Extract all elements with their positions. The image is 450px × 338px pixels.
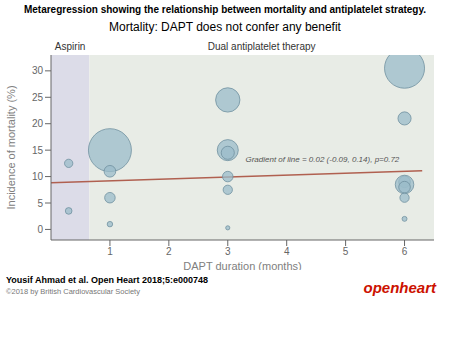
svg-text:Incidence of mortality (%): Incidence of mortality (%) bbox=[8, 85, 17, 209]
svg-text:30: 30 bbox=[32, 65, 44, 76]
svg-text:20: 20 bbox=[32, 118, 44, 129]
svg-text:6: 6 bbox=[402, 246, 408, 257]
svg-text:DAPT duration (months): DAPT duration (months) bbox=[183, 260, 301, 270]
html-text:Mortality: DAPT does not confe: Mortality: DAPT does not confer any bene… bbox=[109, 20, 341, 34]
svg-text:2: 2 bbox=[166, 246, 172, 257]
svg-text:3: 3 bbox=[225, 246, 231, 257]
svg-text:15: 15 bbox=[32, 145, 44, 156]
html-text:©2018 by British Cardiovascula: ©2018 by British Cardiovascular Society bbox=[6, 287, 140, 296]
svg-text:5: 5 bbox=[343, 246, 349, 257]
html-text:Metaregression showing the rel: Metaregression showing the relationship … bbox=[23, 4, 427, 15]
svg-text:25: 25 bbox=[32, 92, 44, 103]
svg-text:4: 4 bbox=[284, 246, 290, 257]
svg-text:1: 1 bbox=[107, 246, 113, 257]
svg-text:0: 0 bbox=[37, 224, 43, 235]
svg-text:Gradient of line = 0.02 (-0.09: Gradient of line = 0.02 (-0.09, 0.14), p… bbox=[245, 155, 399, 164]
svg-text:Dual antiplatelet therapy: Dual antiplatelet therapy bbox=[208, 41, 316, 52]
svg-text:5: 5 bbox=[37, 198, 43, 209]
html-text:openheart: openheart bbox=[363, 279, 436, 296]
svg-text:10: 10 bbox=[32, 171, 44, 182]
html-text:Yousif Ahmad et al. Open Heart: Yousif Ahmad et al. Open Heart 2018;5:e0… bbox=[6, 275, 209, 285]
svg-text:Aspirin: Aspirin bbox=[55, 41, 86, 52]
